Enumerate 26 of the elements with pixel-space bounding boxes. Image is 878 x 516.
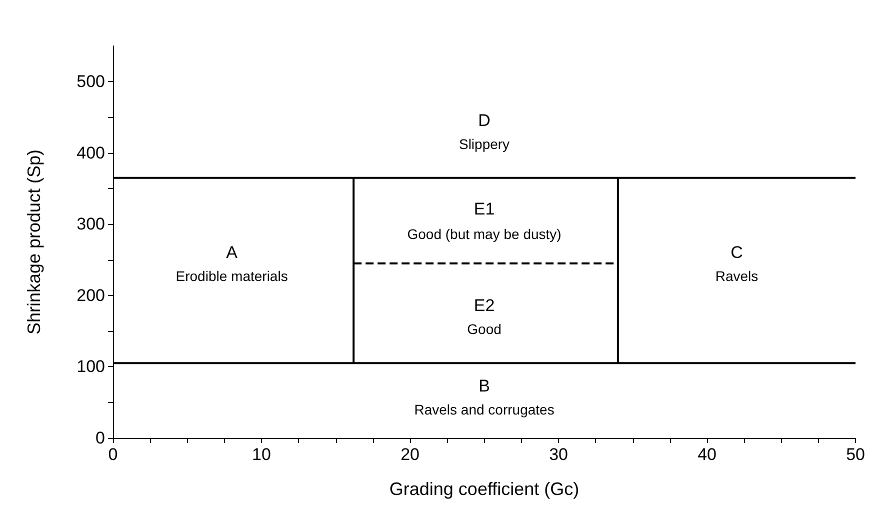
x-axis-title: Grading coefficient (Gc) [389, 479, 580, 499]
annotation: Ravels [715, 268, 758, 284]
x-tick-label: 50 [846, 445, 866, 464]
x-tick-label: 10 [252, 445, 271, 464]
y-tick-label: 300 [76, 214, 105, 234]
y-axis-title: Shrinkage product (Sp) [24, 149, 44, 335]
y-tick-label: 200 [76, 286, 105, 305]
annotation: Good (but may be dusty) [407, 226, 562, 242]
y-tick-label: 500 [76, 72, 105, 92]
x-tick-label: 40 [698, 445, 716, 464]
x-tick-label: 30 [549, 445, 568, 464]
annotation: D [478, 110, 490, 130]
annotation: Good [467, 321, 502, 338]
annotation: B [478, 376, 490, 396]
annotation: Slippery [458, 136, 510, 152]
annotation: Erodible materials [176, 268, 288, 284]
x-tick-label: 0 [108, 445, 118, 464]
annotation: A [226, 243, 238, 262]
y-tick-label: 400 [76, 143, 105, 162]
y-tick-label: 0 [96, 428, 105, 448]
annotation: E1 [474, 200, 495, 219]
y-tick-label: 100 [76, 357, 105, 376]
x-tick-label: 20 [400, 445, 420, 464]
annotation: E2 [474, 296, 495, 316]
annotation: Ravels and corrugates [414, 401, 554, 418]
annotation: C [730, 243, 743, 262]
